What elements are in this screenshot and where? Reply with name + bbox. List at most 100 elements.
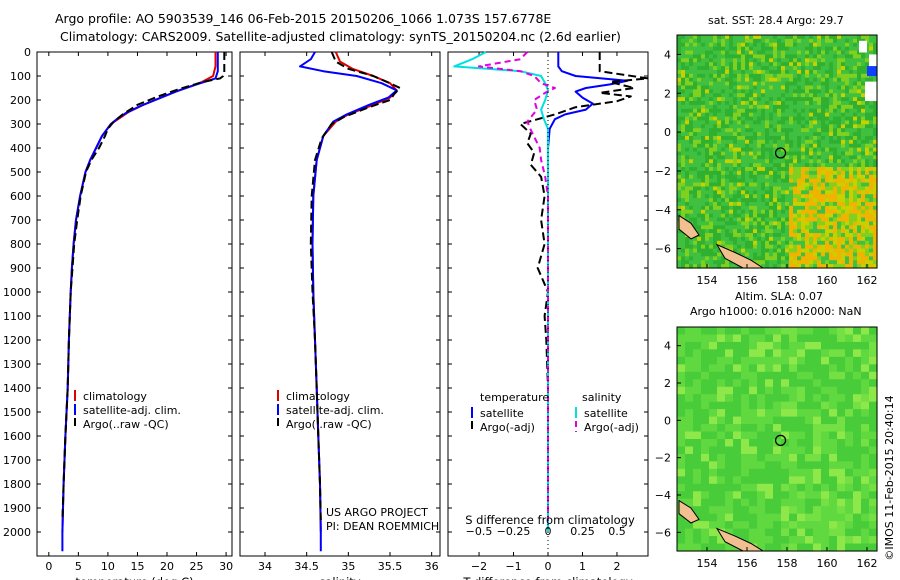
map-cell (781, 190, 786, 195)
map-cell (805, 42, 810, 48)
map-cell (753, 147, 758, 153)
map-cell (737, 229, 742, 234)
map-cell (825, 236, 830, 242)
map-cell (849, 120, 854, 125)
map-cell (833, 85, 838, 90)
map-cell (677, 476, 686, 485)
map-cell (701, 416, 710, 425)
map-cell (789, 431, 798, 440)
map-cell (833, 116, 838, 122)
map-cell (677, 97, 682, 102)
map-cell (717, 42, 722, 48)
map-cell (701, 468, 710, 477)
map-cell (793, 35, 798, 40)
map-land (678, 499, 700, 524)
map-cell (745, 186, 750, 191)
map-cell (849, 170, 854, 176)
map-cell (833, 89, 838, 94)
map-cell (733, 77, 738, 83)
map-cell (761, 182, 766, 188)
map-cell (689, 182, 694, 188)
map-cell (861, 155, 866, 160)
map-cell (789, 174, 794, 180)
map-cell (713, 229, 718, 234)
map-cell (865, 101, 870, 106)
map-cell (809, 178, 814, 184)
map-cell (717, 498, 726, 507)
map-cell (865, 167, 870, 172)
map-cell (789, 66, 794, 71)
map-cell (841, 194, 846, 199)
map-cell (773, 225, 778, 230)
map-cell (785, 108, 790, 114)
map-cell (813, 62, 818, 67)
map-cell (865, 186, 870, 191)
map-cell (857, 170, 862, 176)
map-cell (701, 248, 706, 254)
map-cell (793, 163, 798, 168)
map-cell (761, 159, 766, 164)
map-cell (785, 135, 790, 141)
map-cell (793, 77, 798, 83)
map-cell (797, 69, 802, 75)
map-cell (785, 54, 790, 59)
map-cell (841, 174, 846, 180)
map-cell (693, 201, 698, 207)
map-cell (733, 416, 742, 425)
map-cell (853, 446, 862, 455)
map-cell (737, 155, 742, 160)
map-cell (789, 120, 794, 125)
map-cell (861, 81, 866, 87)
map-cell (869, 155, 874, 160)
map-cell (821, 225, 826, 230)
map-cell (861, 147, 866, 153)
map-cell (805, 170, 810, 176)
map-cell (769, 97, 774, 102)
map-cell (801, 217, 806, 222)
map-cell (861, 124, 866, 129)
map-cell (717, 416, 726, 425)
map-cell (797, 236, 802, 242)
map-cell (789, 209, 794, 215)
map-cell (801, 108, 806, 114)
map-cell (709, 104, 714, 110)
map-cell (761, 248, 766, 254)
map-cell (797, 178, 802, 184)
map-cell (797, 209, 802, 215)
map-cell (717, 143, 722, 149)
map-cell (781, 364, 790, 373)
map-cell (765, 498, 774, 507)
map-cell (873, 182, 878, 188)
map-cell (709, 135, 714, 141)
map-cell (793, 198, 798, 203)
map-cell (741, 54, 746, 59)
map-cell (721, 256, 726, 261)
map-cell (805, 182, 810, 188)
map-cell (689, 101, 694, 106)
map-cell (713, 139, 718, 145)
map-cell (805, 341, 814, 350)
map-cell (685, 124, 690, 129)
map-cell (765, 229, 770, 234)
map-cell (773, 221, 778, 226)
map-cell (757, 521, 766, 530)
map-cell (745, 54, 750, 59)
map-cell (713, 252, 718, 257)
map-cell (813, 468, 822, 477)
map-cell (757, 394, 766, 403)
map-cell (681, 35, 686, 40)
map-cell (797, 112, 802, 118)
map-cell (805, 38, 810, 44)
series-line-salinity-argo-adj- (478, 51, 556, 520)
map-cell (685, 155, 690, 160)
map-cell (753, 186, 758, 191)
map-cell (693, 506, 702, 515)
map-cell (757, 439, 766, 448)
map-cell (849, 229, 854, 234)
map-cell (873, 260, 878, 265)
map-cell (757, 252, 762, 257)
map-cell (729, 260, 734, 265)
map-cell (753, 46, 758, 52)
map-cell (869, 476, 878, 485)
map-cell (793, 260, 798, 265)
